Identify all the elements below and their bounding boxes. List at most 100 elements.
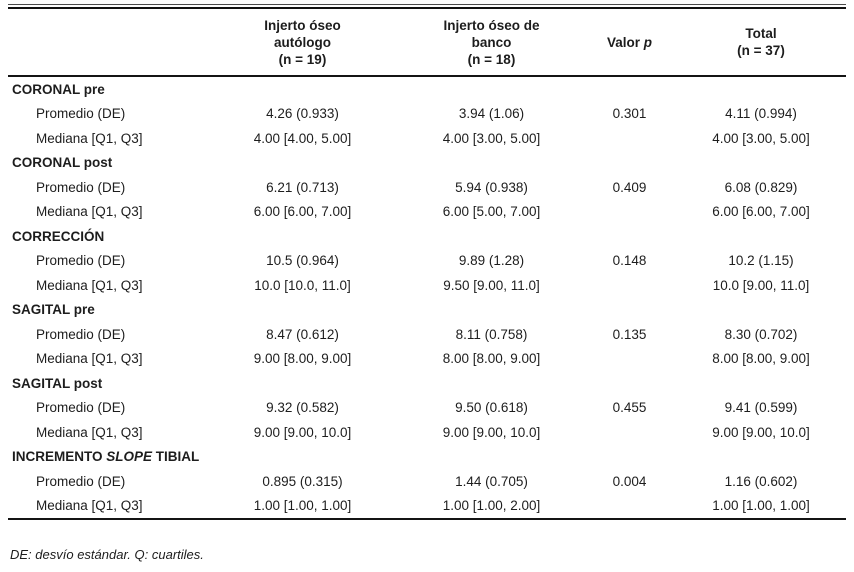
group-row-correccion: CORRECCIÓN bbox=[8, 224, 846, 249]
cell-total: 4.00 [3.00, 5.00] bbox=[712, 130, 810, 146]
cell-autologous: 4.00 [4.00, 5.00] bbox=[253, 130, 352, 146]
data-row: Promedio (DE) 0.895 (0.315) 1.44 (0.705)… bbox=[8, 469, 846, 494]
header-autologous-graft: Injerto óseo autólogo (n = 19) bbox=[205, 9, 400, 77]
cell-bank: 1.00 [1.00, 2.00] bbox=[400, 493, 583, 520]
group-row-sagital-pre: SAGITAL pre bbox=[8, 298, 846, 323]
cell-bank: 6.00 [5.00, 7.00] bbox=[442, 204, 541, 220]
row-label: Promedio (DE) bbox=[36, 253, 126, 269]
cell-bank: 9.50 (0.618) bbox=[455, 400, 528, 416]
cell-bank: 9.00 [9.00, 10.0] bbox=[442, 424, 541, 440]
cell-p-value bbox=[583, 273, 676, 298]
row-label: Promedio (DE) bbox=[36, 106, 126, 122]
group-label-suffix: TIBIAL bbox=[152, 449, 200, 465]
cell-p-value: 0.301 bbox=[612, 106, 647, 122]
data-row: Promedio (DE) 4.26 (0.933) 3.94 (1.06) 0… bbox=[8, 102, 846, 127]
cell-autologous: 9.32 (0.582) bbox=[266, 400, 339, 416]
data-row: Promedio (DE) 9.32 (0.582) 9.50 (0.618) … bbox=[8, 396, 846, 421]
row-label: Mediana [Q1, Q3] bbox=[36, 351, 143, 367]
cell-p-value: 0.135 bbox=[612, 326, 647, 342]
row-label: Promedio (DE) bbox=[36, 400, 126, 416]
row-label: Mediana [Q1, Q3] bbox=[36, 204, 143, 220]
cell-autologous: 8.47 (0.612) bbox=[266, 326, 339, 342]
cell-total: 8.30 (0.702) bbox=[724, 326, 798, 342]
cell-total: 9.41 (0.599) bbox=[724, 400, 798, 416]
cell-total: 6.08 (0.829) bbox=[724, 179, 798, 195]
cell-autologous: 10.0 [10.0, 11.0] bbox=[254, 277, 351, 293]
cell-total: 6.00 [6.00, 7.00] bbox=[712, 204, 810, 220]
data-row: Mediana [Q1, Q3] 9.00 [8.00, 9.00] 8.00 … bbox=[8, 347, 846, 372]
cell-p-value bbox=[583, 126, 676, 151]
table-top-rule-thick bbox=[8, 7, 846, 9]
header-row: Injerto óseo autólogo (n = 19) Injerto ó… bbox=[8, 9, 846, 77]
group-label-prefix: INCREMENTO bbox=[12, 449, 107, 465]
cell-bank: 3.94 (1.06) bbox=[458, 106, 525, 122]
stats-table: Injerto óseo autólogo (n = 19) Injerto ó… bbox=[8, 9, 846, 520]
data-row: Promedio (DE) 6.21 (0.713) 5.94 (0.938) … bbox=[8, 175, 846, 200]
cell-bank: 1.44 (0.705) bbox=[455, 473, 528, 489]
group-label: INCREMENTO SLOPE TIBIAL bbox=[8, 445, 846, 470]
data-row: Mediana [Q1, Q3] 6.00 [6.00, 7.00] 6.00 … bbox=[8, 200, 846, 225]
data-row: Promedio (DE) 10.5 (0.964) 9.89 (1.28) 0… bbox=[8, 249, 846, 274]
cell-total: 1.00 [1.00, 1.00] bbox=[676, 493, 846, 520]
cell-p-value bbox=[583, 493, 676, 520]
cell-total: 4.11 (0.994) bbox=[725, 106, 797, 122]
header-bank-graft: Injerto óseo de banco (n = 18) bbox=[400, 9, 583, 77]
group-row-sagital-post: SAGITAL post bbox=[8, 371, 846, 396]
cell-p-value bbox=[583, 200, 676, 225]
cell-autologous: 9.00 [8.00, 9.00] bbox=[253, 351, 352, 367]
cell-total: 8.00 [8.00, 9.00] bbox=[712, 351, 810, 367]
cell-total: 1.16 (0.602) bbox=[724, 473, 798, 489]
header-total: Total (n = 37) bbox=[676, 9, 846, 77]
data-row: Mediana [Q1, Q3] 4.00 [4.00, 5.00] 4.00 … bbox=[8, 126, 846, 151]
cell-total: 10.2 (1.15) bbox=[728, 253, 794, 269]
data-row: Promedio (DE) 8.47 (0.612) 8.11 (0.758) … bbox=[8, 322, 846, 347]
row-label: Mediana [Q1, Q3] bbox=[36, 130, 143, 146]
cell-p-value: 0.148 bbox=[612, 253, 647, 269]
table-body: CORONAL pre Promedio (DE) 4.26 (0.933) 3… bbox=[8, 76, 846, 520]
cell-bank: 5.94 (0.938) bbox=[455, 179, 528, 195]
cell-bank: 9.89 (1.28) bbox=[458, 253, 525, 269]
cell-autologous: 6.21 (0.713) bbox=[266, 179, 339, 195]
data-row: Mediana [Q1, Q3] 10.0 [10.0, 11.0] 9.50 … bbox=[8, 273, 846, 298]
header-p-value: Valor p bbox=[583, 9, 676, 77]
group-label: SAGITAL post bbox=[12, 375, 103, 391]
group-label: CORRECCIÓN bbox=[12, 228, 105, 244]
cell-bank: 8.00 [8.00, 9.00] bbox=[442, 351, 541, 367]
cell-bank: 9.50 [9.00, 11.0] bbox=[443, 277, 540, 293]
cell-bank: 4.00 [3.00, 5.00] bbox=[442, 130, 541, 146]
group-label: SAGITAL pre bbox=[12, 302, 95, 318]
table-footnote: DE: desvío estándar. Q: cuartiles. bbox=[10, 547, 204, 562]
header-p-value-prefix: Valor bbox=[606, 34, 644, 50]
table-header: Injerto óseo autólogo (n = 19) Injerto ó… bbox=[8, 9, 846, 77]
row-label: Promedio (DE) bbox=[36, 179, 126, 195]
cell-p-value: 0.409 bbox=[612, 179, 647, 195]
cell-autologous: 6.00 [6.00, 7.00] bbox=[253, 204, 352, 220]
cell-bank: 8.11 (0.758) bbox=[455, 326, 528, 342]
row-label: Promedio (DE) bbox=[36, 326, 126, 342]
cell-autologous: 9.00 [9.00, 10.0] bbox=[253, 424, 352, 440]
cell-p-value: 0.004 bbox=[612, 473, 647, 489]
table-top-rule-thin bbox=[8, 4, 846, 5]
data-row: Mediana [Q1, Q3] 1.00 [1.00, 1.00] 1.00 … bbox=[8, 493, 846, 520]
cell-p-value: 0.455 bbox=[612, 400, 647, 416]
cell-autologous: 10.5 (0.964) bbox=[266, 253, 339, 269]
row-label: Mediana [Q1, Q3] bbox=[36, 424, 143, 440]
group-label: CORONAL pre bbox=[12, 81, 105, 97]
group-label: CORONAL post bbox=[12, 155, 113, 171]
cell-autologous: 0.895 (0.315) bbox=[262, 473, 343, 489]
row-label: Mediana [Q1, Q3] bbox=[8, 493, 205, 520]
group-label-italic: SLOPE bbox=[106, 449, 153, 465]
cell-total: 9.00 [9.00, 10.0] bbox=[712, 424, 810, 440]
group-row-coronal-post: CORONAL post bbox=[8, 151, 846, 176]
cell-autologous: 4.26 (0.933) bbox=[266, 106, 339, 122]
cell-autologous: 1.00 [1.00, 1.00] bbox=[205, 493, 400, 520]
data-row: Mediana [Q1, Q3] 9.00 [9.00, 10.0] 9.00 … bbox=[8, 420, 846, 445]
group-row-coronal-pre: CORONAL pre bbox=[8, 76, 846, 102]
row-label: Promedio (DE) bbox=[36, 473, 126, 489]
header-p-value-italic: p bbox=[643, 34, 653, 50]
header-empty bbox=[8, 9, 205, 77]
group-row-incremento-slope-tibial: INCREMENTO SLOPE TIBIAL bbox=[8, 445, 846, 470]
row-label: Mediana [Q1, Q3] bbox=[36, 277, 143, 293]
cell-p-value bbox=[583, 420, 676, 445]
